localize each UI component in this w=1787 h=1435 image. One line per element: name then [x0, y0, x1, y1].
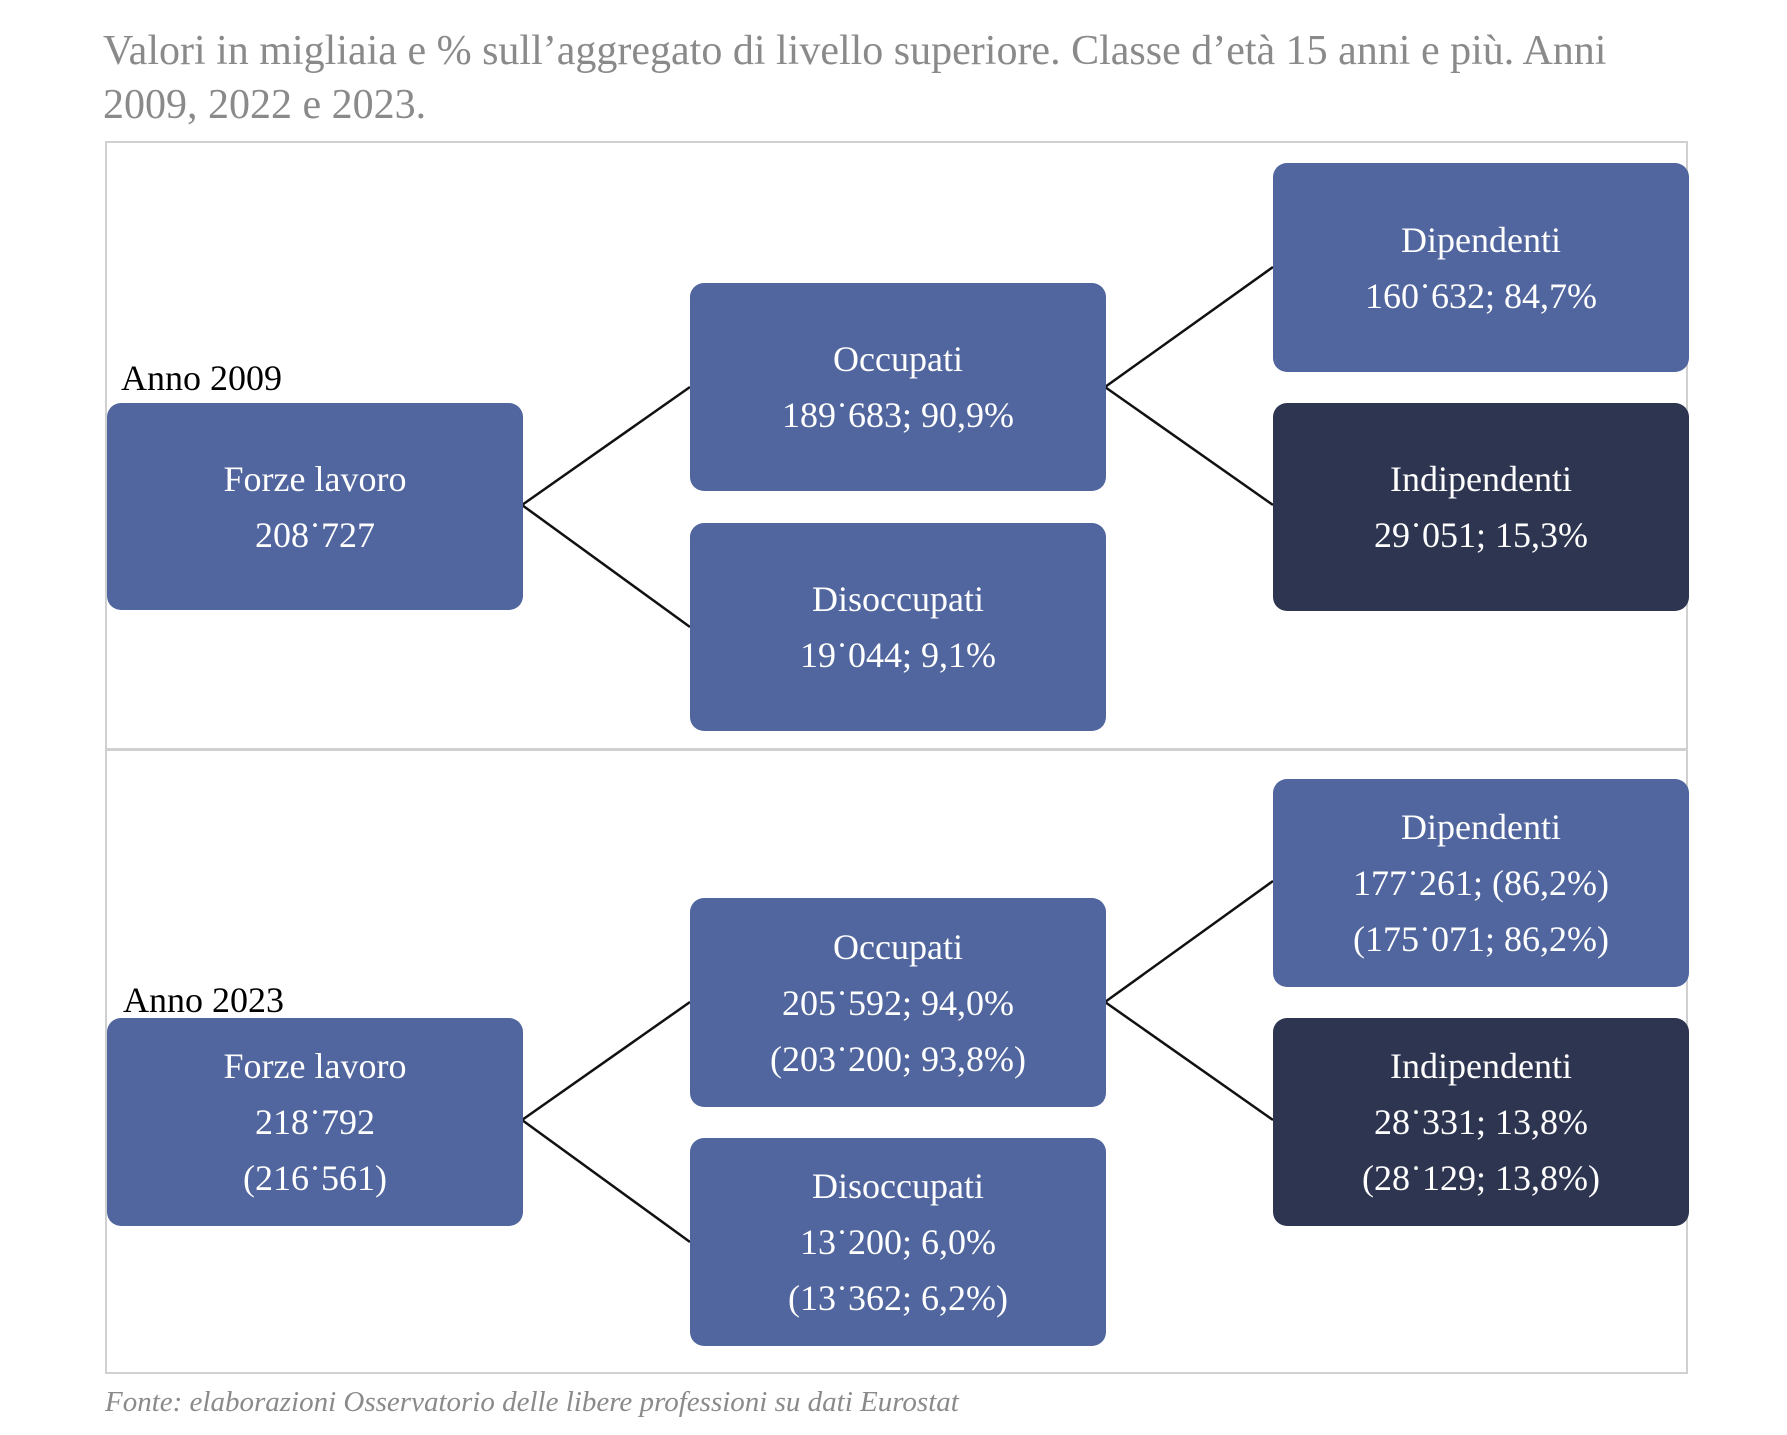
source-note: Fonte: elaborazioni Osservatorio delle l…: [105, 1386, 959, 1418]
box-occupati-2009: Occupati 189˙683; 90,9%: [690, 283, 1106, 491]
box-title: Forze lavoro: [223, 1046, 407, 1086]
box-value: 189˙683; 90,9%: [782, 395, 1014, 435]
box-title: Occupati: [833, 926, 963, 967]
box-forze-lavoro-2023: Forze lavoro 218˙792 (216˙561): [107, 1018, 523, 1226]
year-label-2023: Anno 2023: [123, 980, 284, 1020]
connector-occupati-dipendenti-2009: [1104, 265, 1274, 389]
year-label-2009: Anno 2009: [121, 358, 282, 398]
box-title: Indipendenti: [1390, 459, 1572, 499]
box-value: 177˙261; (86,2%): [1353, 863, 1609, 903]
box-value-2022: (13˙362; 6,2%): [788, 1278, 1008, 1318]
box-indipendenti-2009: Indipendenti 29˙051; 15,3%: [1273, 403, 1689, 611]
box-forze-lavoro-2009: Forze lavoro 208˙727: [107, 403, 523, 610]
connector-forze-occupati-2009: [521, 385, 691, 507]
box-value-2022: (28˙129; 13,8%): [1362, 1158, 1600, 1198]
box-value-2022: (175˙071; 86,2%): [1353, 919, 1609, 959]
box-title: Dipendenti: [1401, 807, 1561, 847]
box-title: Occupati: [833, 339, 963, 379]
box-value-2022: (203˙200; 93,8%): [770, 1038, 1026, 1079]
box-title: Disoccupati: [812, 1166, 984, 1206]
box-indipendenti-2023: Indipendenti 28˙331; 13,8% (28˙129; 13,8…: [1273, 1018, 1689, 1226]
box-value: 29˙051; 15,3%: [1374, 515, 1588, 555]
panel-divider: [105, 748, 1688, 751]
diagram-frame: [105, 141, 1688, 1374]
box-value-2022: (216˙561): [243, 1158, 387, 1198]
connector-forze-occupati-2023: [521, 1000, 691, 1122]
box-title: Dipendenti: [1401, 219, 1561, 260]
box-value: 218˙792: [255, 1102, 375, 1142]
connector-forze-disoccupati-2023: [521, 1118, 691, 1244]
box-value: 160˙632; 84,7%: [1365, 275, 1597, 316]
chart-subtitle: Valori in migliaia e % sull’aggregato di…: [103, 28, 1607, 128]
connector-occupati-indipendenti-2009: [1104, 385, 1274, 507]
box-value: 28˙331; 13,8%: [1374, 1102, 1588, 1142]
box-title: Indipendenti: [1390, 1046, 1572, 1086]
box-occupati-2023: Occupati 205˙592; 94,0% (203˙200; 93,8%): [690, 898, 1106, 1107]
box-dipendenti-2023: Dipendenti 177˙261; (86,2%) (175˙071; 86…: [1273, 779, 1689, 987]
box-title: Disoccupati: [812, 579, 984, 619]
box-value: 19˙044; 9,1%: [800, 635, 996, 675]
box-disoccupati-2023: Disoccupati 13˙200; 6,0% (13˙362; 6,2%): [690, 1138, 1106, 1346]
box-value: 205˙592; 94,0%: [782, 982, 1014, 1023]
box-disoccupati-2009: Disoccupati 19˙044; 9,1%: [690, 523, 1106, 731]
connector-forze-disoccupati-2009: [521, 503, 691, 629]
box-dipendenti-2009: Dipendenti 160˙632; 84,7%: [1273, 163, 1689, 372]
box-title: Forze lavoro: [223, 458, 407, 499]
box-value: 13˙200; 6,0%: [800, 1222, 996, 1262]
box-value: 208˙727: [255, 514, 375, 555]
connector-occupati-dipendenti-2023: [1104, 879, 1274, 1004]
connector-occupati-indipendenti-2023: [1104, 1000, 1274, 1122]
